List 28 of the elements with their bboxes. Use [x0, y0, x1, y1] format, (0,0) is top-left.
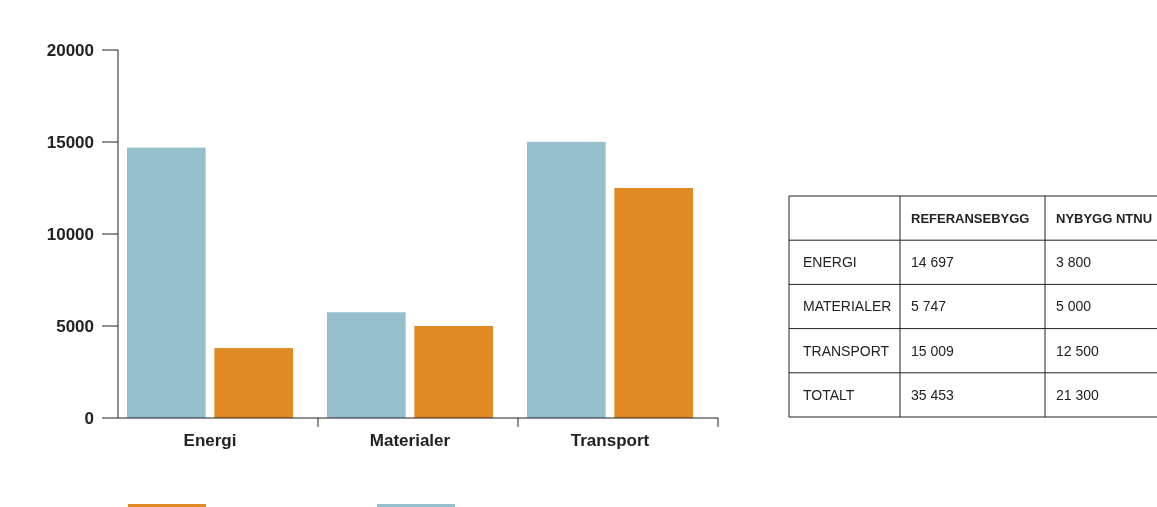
- bar: [327, 312, 406, 418]
- y-tick-label: 10000: [46, 224, 94, 244]
- y-tick-label: 5000: [56, 316, 94, 336]
- category-label: MATERIALER: [803, 298, 892, 315]
- y-tick-label: 0: [84, 408, 94, 428]
- y-tick-label: 15000: [46, 132, 94, 152]
- bar: [127, 147, 206, 418]
- category-label: TRANSPORT: [803, 342, 890, 359]
- category-label: ENERGI: [803, 254, 857, 271]
- data-label: 5 000: [1056, 298, 1092, 315]
- data-label: 15 009: [911, 342, 955, 359]
- bar: [214, 348, 293, 418]
- data-label: 5 747: [911, 298, 947, 315]
- x-tick-label: Transport: [570, 431, 650, 450]
- y-tick-label: 20000: [46, 40, 94, 60]
- bar: [614, 188, 693, 418]
- data-label: 21 300: [1056, 386, 1100, 403]
- text: NYBYGG NTNU: [1056, 210, 1153, 226]
- category-label: TOTALT: [803, 386, 855, 403]
- data-label: 12 500: [1056, 342, 1100, 359]
- data-label: 35 453: [911, 386, 955, 403]
- data-label: 3 800: [1056, 254, 1092, 271]
- x-tick-label: Materialer: [369, 431, 451, 450]
- x-tick-label: Energi: [183, 431, 237, 450]
- data-label: 14 697: [911, 254, 955, 271]
- bar: [527, 141, 606, 418]
- text: REFERANSEBYGG: [911, 210, 1030, 226]
- bar: [414, 326, 493, 418]
